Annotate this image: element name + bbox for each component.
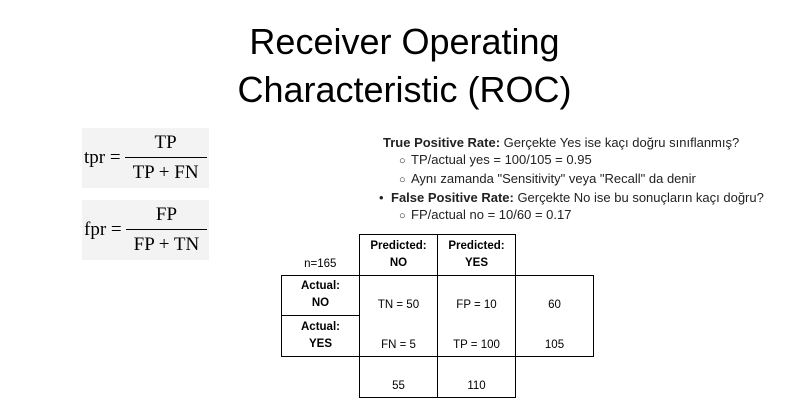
- tpr-sub-item-1: ○ TP/actual yes = 100/105 = 0.95: [383, 151, 803, 170]
- confusion-matrix: n=165 Predicted: NO Predicted: YES Actua…: [281, 234, 594, 398]
- empty-cell: [516, 356, 594, 397]
- row-total-yes: 105: [515, 315, 594, 357]
- circle-bullet-icon: ○: [399, 210, 406, 222]
- header-predicted-yes: Predicted: YES: [437, 234, 516, 276]
- title-line-1: Receiver Operating: [249, 21, 560, 62]
- row-label-actual-yes-line1: Actual:: [301, 320, 340, 333]
- tpr-numerator: TP: [124, 132, 207, 158]
- fpr-formula: fpr = FP FP + TN: [82, 200, 210, 260]
- tpr-text: Gerçekte Yes ise kaçı doğru sınıflanmış?: [500, 135, 740, 150]
- header-predicted-no-line1: Predicted:: [370, 239, 427, 252]
- fpr-denominator: FP + TN: [133, 234, 200, 255]
- fpr-text: Gerçekte No ise bu sonuçların kaçı doğru…: [513, 190, 764, 205]
- fpr-definition: • False Positive Rate: Gerçekte No ise bu…: [379, 189, 803, 206]
- matrix-header-row: n=165 Predicted: NO Predicted: YES: [282, 234, 594, 276]
- row-label-actual-yes: Actual: YES: [281, 315, 360, 357]
- bullet-icon: •: [379, 190, 384, 205]
- sample-count: n=165: [304, 257, 337, 270]
- row-total-no: 60: [515, 274, 594, 316]
- title-line-2: Characteristic (ROC): [237, 69, 572, 110]
- tpr-denominator: TP + FN: [132, 162, 199, 183]
- slide-title: Receiver Operating Characteristic (ROC): [0, 18, 809, 114]
- fpr-numerator: FP: [125, 204, 208, 230]
- fpr-fraction: FP FP + TN: [125, 204, 208, 256]
- row-label-actual-no-line1: Actual:: [301, 280, 340, 293]
- circle-bullet-icon: ○: [399, 174, 406, 186]
- col-total-no: 55: [359, 356, 438, 398]
- rate-definitions: True Positive Rate: Gerçekte Yes ise kaç…: [379, 134, 803, 225]
- header-predicted-yes-line1: Predicted:: [448, 239, 505, 252]
- matrix-row-actual-no: Actual: NO TN = 50 FP = 10 60: [281, 274, 594, 316]
- row-label-actual-no-line2: NO: [311, 297, 330, 310]
- cell-fp: FP = 10: [437, 274, 516, 316]
- tpr-sub-text-2: Aynı zamanda "Sensitivity" veya "Recall"…: [411, 171, 696, 186]
- empty-cell: [282, 356, 360, 397]
- tpr-sub-text-1: TP/actual yes = 100/105 = 0.95: [411, 152, 592, 167]
- fpr-heading: False Positive Rate:: [391, 190, 514, 205]
- header-predicted-no-line2: NO: [389, 256, 408, 269]
- empty-cell: [516, 235, 594, 276]
- matrix-totals-row: 55 110: [282, 356, 594, 398]
- cell-tn: TN = 50: [359, 274, 438, 316]
- circle-bullet-icon: ○: [399, 155, 406, 167]
- header-predicted-yes-line2: YES: [464, 256, 488, 269]
- row-label-actual-yes-line2: YES: [308, 337, 332, 350]
- fpr-sub-text-1: FP/actual no = 10/60 = 0.17: [411, 207, 572, 222]
- tpr-formula: tpr = TP TP + FN: [82, 128, 209, 188]
- cell-fn: FN = 5: [359, 315, 438, 357]
- tpr-heading: True Positive Rate:: [383, 135, 501, 150]
- col-total-yes: 110: [437, 356, 516, 398]
- tpr-definition: True Positive Rate: Gerçekte Yes ise kaç…: [383, 134, 803, 151]
- tpr-sub-item-2: ○ Aynı zamanda "Sensitivity" veya "Recall…: [383, 170, 803, 189]
- header-predicted-no: Predicted: NO: [359, 234, 438, 276]
- matrix-row-actual-yes: Actual: YES FN = 5 TP = 100 105: [281, 315, 594, 357]
- fpr-lhs: fpr =: [84, 219, 122, 240]
- row-label-actual-no: Actual: NO: [281, 274, 360, 316]
- tpr-fraction: TP TP + FN: [124, 132, 207, 184]
- fpr-sub-item-1: ○ FP/actual no = 10/60 = 0.17: [383, 206, 803, 225]
- cell-tp: TP = 100: [437, 315, 516, 357]
- tpr-lhs: tpr =: [84, 147, 121, 168]
